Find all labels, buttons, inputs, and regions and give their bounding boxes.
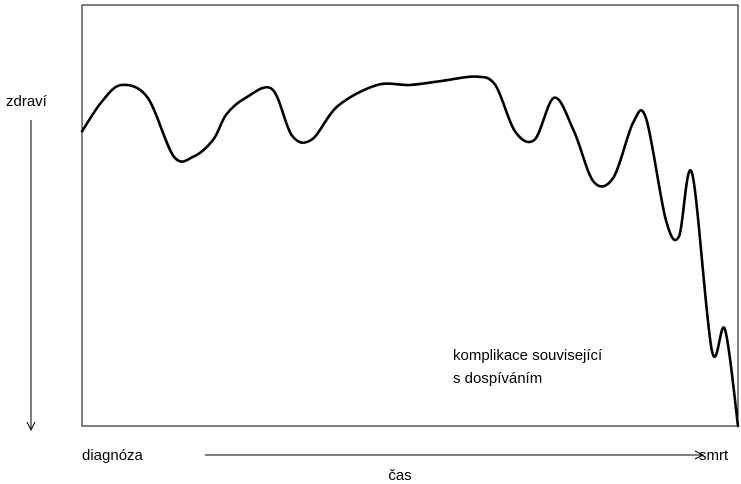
health-trajectory-line <box>80 75 740 428</box>
x-axis-label: čas <box>388 467 411 484</box>
x-axis-arrowhead <box>694 450 705 460</box>
annotation-line-1: komplikace související <box>453 347 603 364</box>
y-axis-arrowhead <box>26 421 36 432</box>
y-axis-label: zdraví <box>6 93 48 110</box>
annotation-line-2: s dospíváním <box>453 370 542 387</box>
x-start-label: diagnóza <box>82 447 144 464</box>
plot-frame <box>81 4 739 427</box>
x-end-label: smrt <box>699 447 729 464</box>
